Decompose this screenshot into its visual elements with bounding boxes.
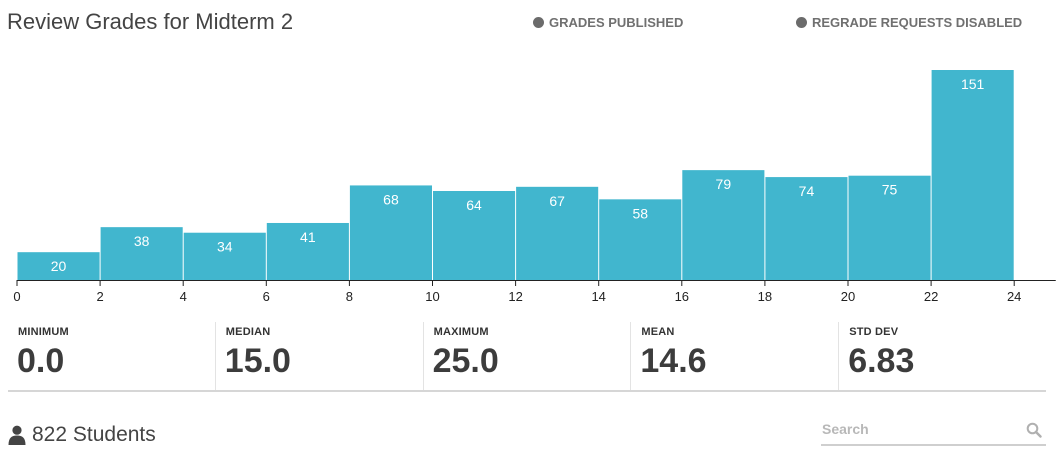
page-title: Review Grades for Midterm 2: [7, 9, 294, 34]
stat-value: 6.83: [848, 342, 915, 380]
regrade-requests-label: REGRADE REQUESTS DISABLED: [812, 15, 1023, 30]
status-dot-icon: [796, 17, 807, 28]
stat-label: STD DEV: [849, 326, 899, 338]
stat-mean: MEAN 14.6: [630, 322, 838, 390]
bar-count-label: 68: [383, 191, 399, 207]
status-dot-icon: [533, 17, 544, 28]
page-header: Review Grades for Midterm 2 GRADES PUBLI…: [0, 0, 1064, 50]
x-tick-label: 20: [841, 289, 855, 304]
x-tick-label: 0: [13, 289, 20, 304]
stat-value: 15.0: [224, 342, 291, 380]
bar-count-label: 67: [549, 193, 565, 209]
histogram-bar[interactable]: [599, 199, 682, 280]
bar-count-label: 34: [217, 239, 233, 255]
summary-stats: MINIMUM 0.0 MEDIAN 15.0 MAXIMUM 25.0 MEA…: [8, 322, 1046, 392]
x-tick-label: 10: [425, 289, 439, 304]
x-tick-label: 6: [263, 289, 270, 304]
histogram-bar[interactable]: [100, 227, 183, 280]
stat-value: 14.6: [640, 342, 707, 380]
stat-std-dev: STD DEV 6.83: [838, 322, 1046, 390]
histogram-bar[interactable]: [183, 232, 266, 280]
stat-value: 25.0: [432, 342, 499, 380]
x-tick-label: 12: [508, 289, 522, 304]
stat-median: MEDIAN 15.0: [214, 322, 423, 390]
histogram-bar[interactable]: [848, 175, 931, 280]
x-tick-label: 2: [96, 289, 103, 304]
stat-maximum: MAXIMUM 25.0: [422, 322, 631, 390]
histogram-bar[interactable]: [931, 70, 1014, 280]
stat-label: MAXIMUM: [433, 326, 489, 338]
histogram-bar[interactable]: [765, 177, 848, 280]
bar-count-label: 79: [716, 176, 732, 192]
histogram-bar[interactable]: [17, 252, 100, 280]
x-tick-label: 4: [180, 289, 187, 304]
search-box: [821, 416, 1046, 446]
student-count: 822 Students: [8, 423, 156, 447]
stat-label: MEAN: [641, 326, 675, 338]
x-tick-label: 8: [346, 289, 353, 304]
grades-published-label: GRADES PUBLISHED: [549, 15, 684, 30]
x-tick-label: 22: [924, 289, 938, 304]
bar-count-label: 74: [799, 183, 815, 199]
regrade-requests-status[interactable]: REGRADE REQUESTS DISABLED: [796, 15, 1022, 30]
bar-count-label: 64: [466, 197, 482, 213]
stat-value: 0.0: [17, 342, 65, 380]
histogram-bar[interactable]: [349, 185, 432, 280]
bar-count-label: 38: [134, 233, 150, 249]
student-count-label: 822 Students: [32, 423, 156, 446]
search-icon[interactable]: [1026, 422, 1042, 438]
bar-count-label: 58: [632, 205, 648, 221]
histogram-bar[interactable]: [516, 186, 599, 280]
histogram-bar[interactable]: [682, 170, 765, 280]
x-tick-label: 24: [1007, 289, 1021, 304]
x-tick-label: 18: [758, 289, 772, 304]
x-tick-label: 14: [591, 289, 605, 304]
stat-minimum: MINIMUM 0.0: [8, 322, 215, 390]
bar-count-label: 151: [961, 76, 985, 92]
x-tick-label: 16: [675, 289, 689, 304]
bar-count-label: 20: [51, 258, 67, 274]
bar-count-label: 41: [300, 229, 316, 245]
person-icon: [8, 425, 26, 445]
search-input[interactable]: [821, 416, 1012, 442]
stat-label: MEDIAN: [225, 326, 271, 338]
histogram-bar[interactable]: [433, 190, 516, 280]
grades-published-status[interactable]: GRADES PUBLISHED: [533, 15, 683, 30]
stat-label: MINIMUM: [18, 326, 69, 338]
histogram-bar[interactable]: [266, 222, 349, 280]
bar-count-label: 75: [882, 182, 898, 198]
